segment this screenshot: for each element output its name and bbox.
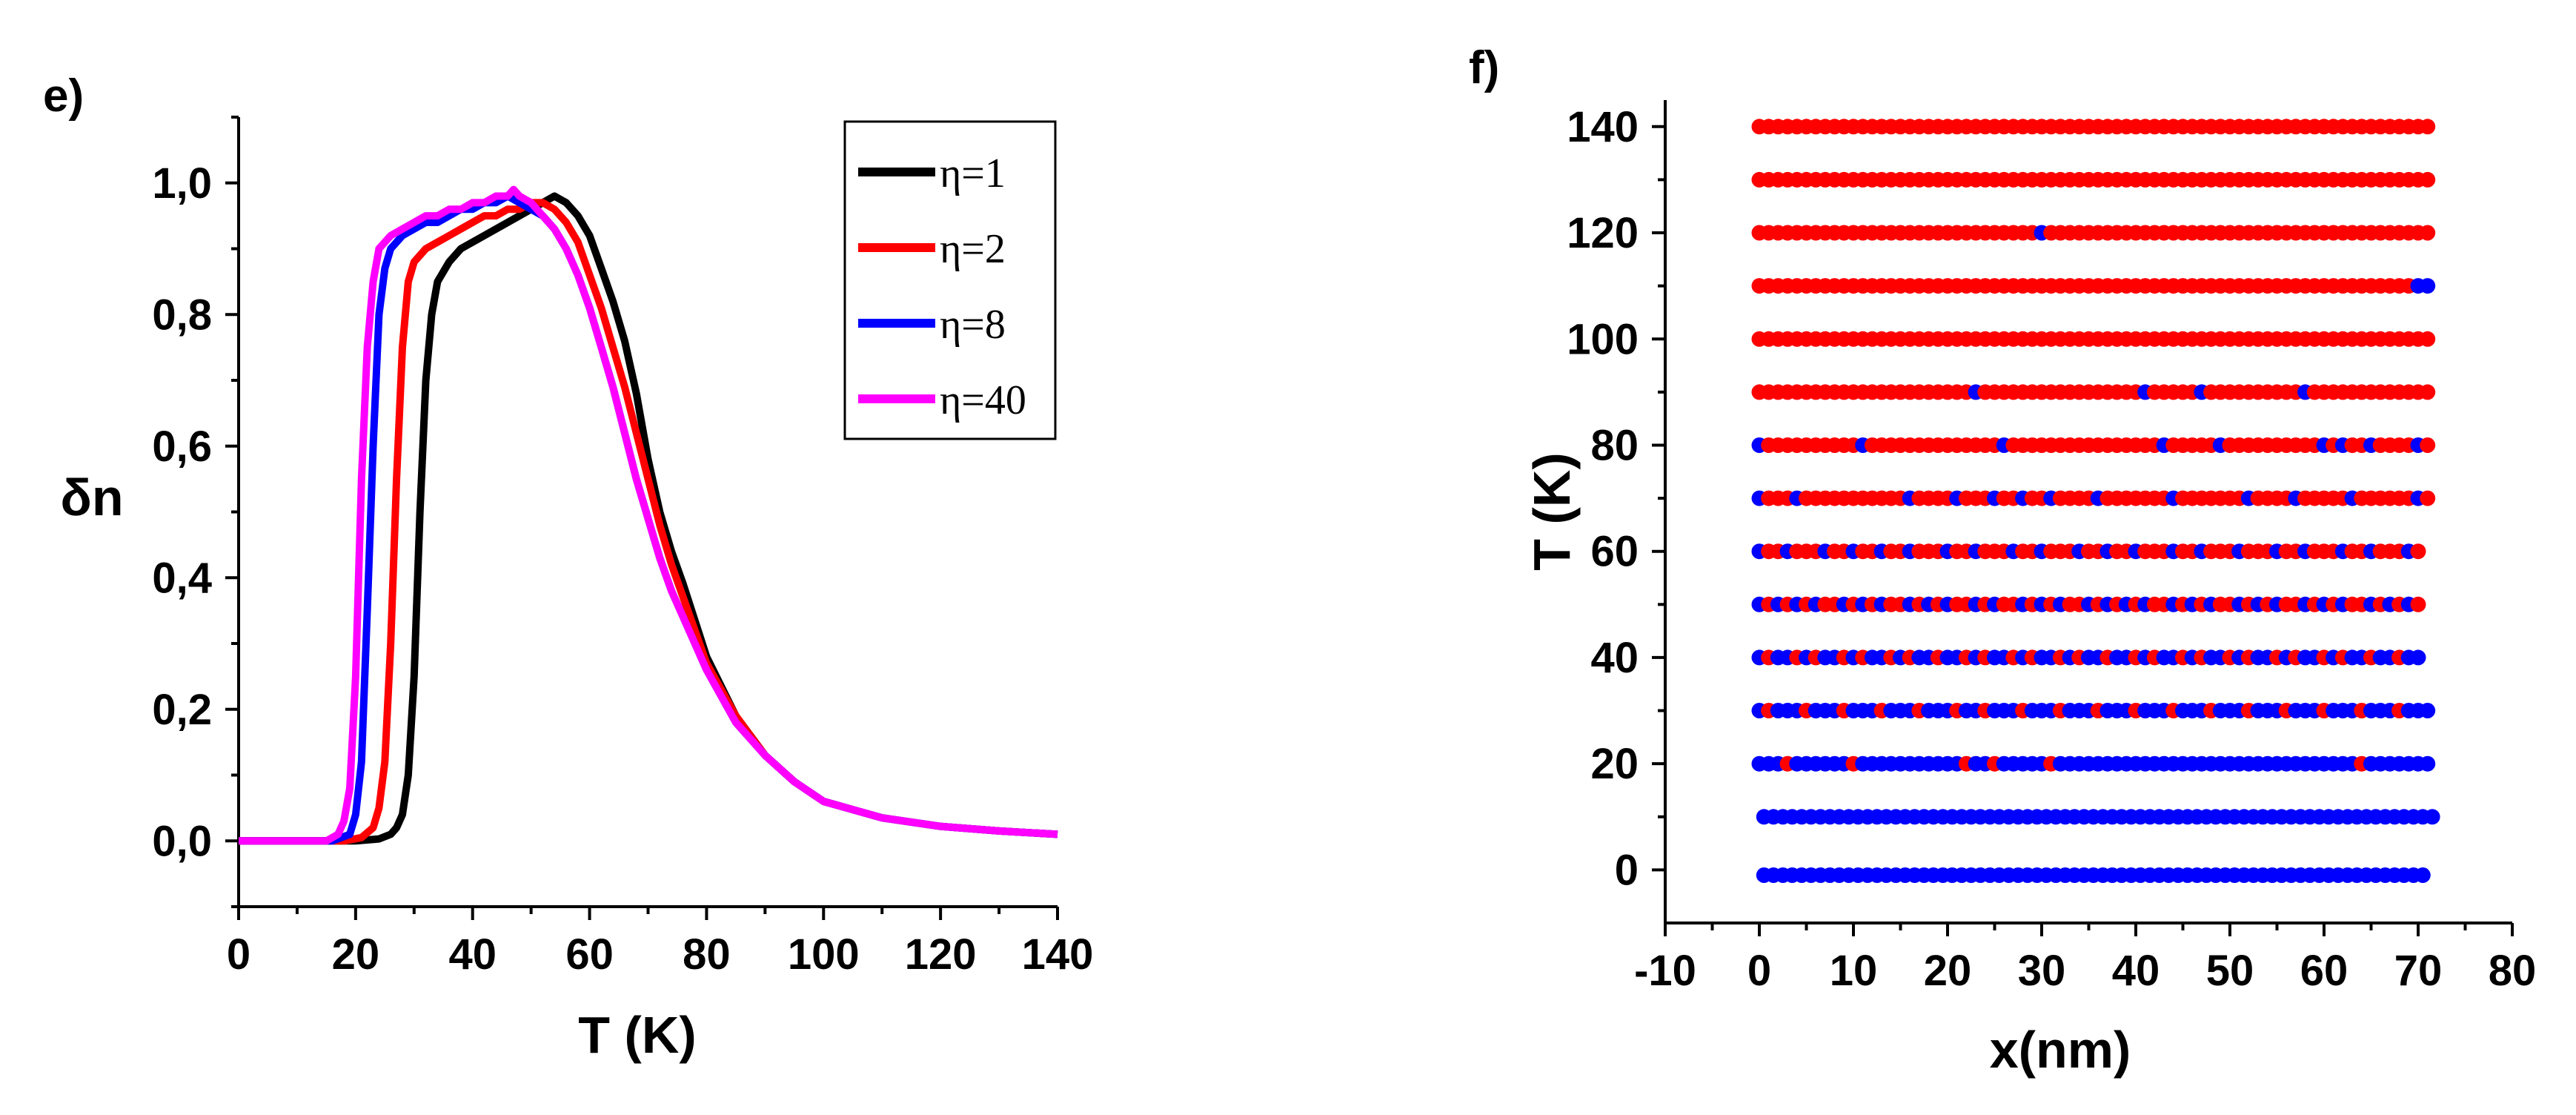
panel-f-y-tick-label: 80 [1590, 421, 1639, 469]
panel-f-points [1751, 119, 2440, 883]
panel-f-y-tick-label: 100 [1567, 315, 1639, 363]
panel-f-x-tick-label: -10 [1634, 947, 1696, 995]
panel-f-point [2410, 649, 2426, 666]
panel-f-point [2420, 384, 2436, 400]
panel-f-y-tick-label: 140 [1567, 103, 1639, 151]
panel-f-point [2410, 596, 2426, 612]
panel-e-x-tick-label: 0 [227, 930, 250, 979]
panel-f-y-tick-label: 0 [1615, 846, 1639, 894]
panel-e-y-tick-label: 0,6 [152, 423, 212, 471]
panel-f-x-axis-title: x(nm) [1990, 1021, 2131, 1079]
panel-e-series-line-4 [239, 185, 1058, 845]
panel-e: e) 0 20 40 60 80 100 120 1400,00,20,40,60,81,0 … [43, 70, 1093, 1064]
panel-e-legend-label: η=8 [940, 302, 1006, 348]
panel-f-x-tick-label: 0 [1747, 947, 1771, 995]
panel-f-x-tick-label: 80 [2489, 947, 2537, 995]
panel-e-y-axis-title: δn [60, 469, 123, 526]
panel-label-f: f) [1469, 42, 1499, 93]
panel-e-y-tick-label: 0,0 [152, 817, 212, 865]
panel-f-point [2424, 809, 2440, 825]
panel-e-legend-label: η=2 [940, 226, 1006, 272]
panel-f-point [2410, 543, 2426, 560]
panel-f-axes: -10 0 10 20 30 40 50 60 70 80 0 20 40 60 80 100 120 140 [1567, 100, 2536, 995]
panel-e-y-tick-label: 0,4 [152, 554, 212, 602]
panel-f-y-tick-label: 40 [1590, 634, 1639, 682]
panel-f-x-tick-label: 60 [2300, 947, 2348, 995]
panel-e-x-axis-title: T (K) [578, 1006, 696, 1064]
panel-e-y-tick-label: 1,0 [152, 159, 212, 208]
panel-e-y-tick-label: 0,2 [152, 686, 212, 734]
panel-f-y-tick-label: 120 [1567, 209, 1639, 257]
panel-e-legend-label: η=1 [940, 150, 1006, 196]
panel-f-point [2420, 225, 2436, 241]
panel-f-x-tick-label: 70 [2394, 947, 2443, 995]
panel-f-y-axis-title: T (K) [1523, 452, 1581, 570]
panel-e-legend: η=1 η=2 η=8 η=40 [843, 120, 1057, 440]
panel-f-point [2420, 437, 2436, 453]
panel-f-y-tick-label: 20 [1590, 740, 1639, 788]
panel-e-x-tick-label: 140 [1022, 930, 1094, 979]
panel-f-x-tick-label: 40 [2112, 947, 2160, 995]
panel-f-point [2420, 703, 2436, 718]
panel-e-legend-label: η=40 [940, 377, 1026, 423]
panel-e-x-tick-label: 80 [683, 930, 731, 979]
panel-e-x-tick-label: 20 [332, 930, 380, 979]
panel-f-point [2420, 755, 2436, 772]
panel-f-point [2420, 171, 2436, 188]
panel-f-x-tick-label: 50 [2206, 947, 2254, 995]
panel-label-e: e) [43, 70, 84, 122]
panel-f-point [2420, 119, 2436, 135]
panel-f-x-tick-label: 20 [1924, 947, 1972, 995]
panel-e-axes: 0 20 40 60 80 100 120 140 0,0 0,2 0,4 0,6 0,8 1,0 [152, 116, 1094, 979]
panel-f: f) -10 0 10 20 30 40 50 60 70 80 0 20 40 60 80 100 120 14… [1469, 42, 2536, 1079]
panel-e-y-tick-label: 0,8 [152, 291, 212, 339]
panel-f-y-tick-label: 60 [1590, 528, 1639, 576]
panel-e-x-tick-label: 100 [788, 930, 860, 979]
panel-f-point [2414, 867, 2431, 883]
panel-e-x-tick-label: 40 [448, 930, 497, 979]
panel-e-series [239, 185, 1058, 845]
panel-f-x-tick-label: 10 [1830, 947, 1878, 995]
panel-e-x-tick-label: 120 [905, 930, 977, 979]
panel-f-point [2420, 490, 2436, 506]
panel-f-point [2420, 331, 2436, 347]
panel-f-x-tick-label: 30 [2018, 947, 2066, 995]
panel-f-point [2420, 278, 2436, 294]
panel-e-x-tick-label: 60 [565, 930, 614, 979]
